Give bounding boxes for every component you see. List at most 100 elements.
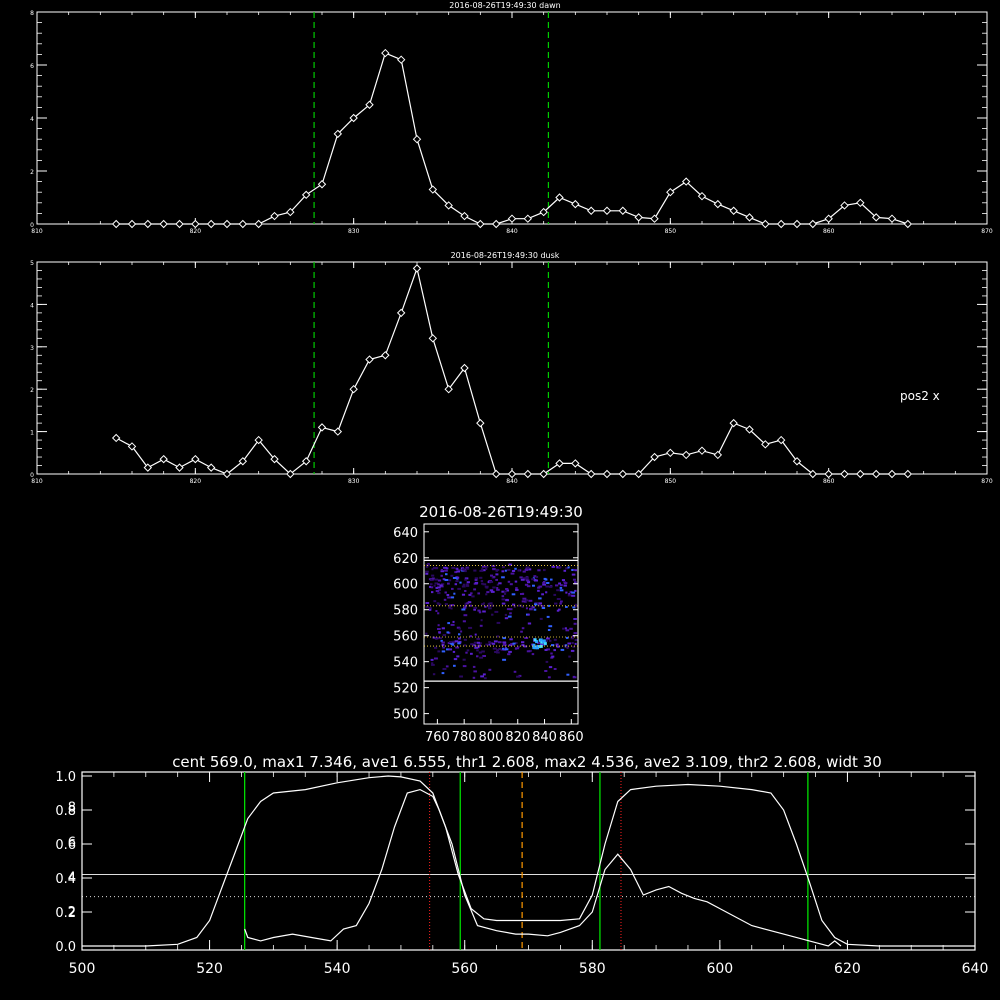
image-hot-pixel xyxy=(539,638,543,642)
dawn-y-tick-label: 0 xyxy=(30,222,34,229)
image-pixel xyxy=(462,620,466,623)
dawn-x-tick-label: 870 xyxy=(981,228,993,235)
image-pixel xyxy=(485,643,489,646)
image-pixel xyxy=(506,589,510,592)
dawn-data-point xyxy=(602,206,612,215)
image-pixel xyxy=(457,569,462,572)
image-pixel xyxy=(477,592,481,595)
image-pixel xyxy=(491,604,494,607)
image-pixel xyxy=(477,644,482,647)
image-y-tick-label: 640 xyxy=(393,526,418,541)
image-pixel xyxy=(556,645,560,648)
profile-frame xyxy=(81,771,976,951)
image-pixel xyxy=(489,602,493,605)
image-pixel xyxy=(496,649,500,652)
image-pixel xyxy=(530,605,533,608)
image-pixel xyxy=(440,639,443,642)
dawn-data-point xyxy=(887,214,897,223)
profile-y-tick-label: 1.0 xyxy=(55,770,76,785)
image-pixel xyxy=(565,629,570,632)
image-pixel xyxy=(470,643,474,646)
image-pixel xyxy=(565,645,570,648)
image-pixel xyxy=(502,658,507,661)
image-pixel xyxy=(521,600,526,603)
dusk-y-tick-label: 4 xyxy=(30,302,34,309)
image-pixel xyxy=(429,607,432,610)
image-pixel xyxy=(452,620,455,623)
dusk-data-point xyxy=(491,469,501,479)
dawn-data-point xyxy=(650,214,659,223)
image-pixel xyxy=(522,570,526,573)
image-pixel xyxy=(463,614,468,617)
image-pixel xyxy=(479,656,484,659)
image-pixel xyxy=(563,569,567,572)
dusk-data-point xyxy=(761,440,770,449)
dusk-data-point xyxy=(381,351,390,360)
image-pixel xyxy=(441,650,446,653)
image-pixel xyxy=(490,590,495,593)
image-pixel xyxy=(548,625,553,628)
image-pixel xyxy=(477,609,481,612)
dusk-data-point xyxy=(571,459,580,468)
image-pixel xyxy=(487,602,491,605)
image-pixel xyxy=(496,583,499,586)
image-pixel xyxy=(444,579,449,581)
image-hot-pixel xyxy=(543,641,547,645)
image-x-tick-label: 800 xyxy=(479,730,504,745)
image-pixel xyxy=(481,582,484,585)
dawn-data-point xyxy=(159,219,168,229)
dawn-data-point xyxy=(317,180,327,189)
dawn-x-tick-label: 860 xyxy=(823,228,835,235)
image-pixel xyxy=(431,662,434,665)
dusk-data-point xyxy=(840,469,849,479)
image-pixel xyxy=(521,627,525,630)
image-pixel xyxy=(571,569,574,571)
dusk-data-point xyxy=(650,452,659,462)
image-pixel xyxy=(501,602,506,605)
dusk-data-point xyxy=(555,459,564,468)
image-x-tick-label: 820 xyxy=(505,730,530,745)
image-pixel xyxy=(533,608,537,611)
image-pixel xyxy=(447,622,451,625)
image-pixel xyxy=(502,641,507,644)
image-x-tick-label: 780 xyxy=(452,730,477,745)
image-pixel xyxy=(553,668,557,670)
image-pixel xyxy=(524,637,529,639)
image-pixel xyxy=(458,627,461,630)
image-pixel xyxy=(517,569,521,572)
image-pixel xyxy=(437,612,440,615)
image-pixel xyxy=(572,606,576,609)
image-pixel xyxy=(567,594,572,597)
image-pixel xyxy=(541,607,546,609)
image-pixel xyxy=(501,598,505,601)
dawn-data-point xyxy=(745,213,754,222)
image-pixel xyxy=(430,658,434,661)
dawn-data-point xyxy=(697,191,707,201)
image-pixel xyxy=(431,591,434,594)
image-pixel xyxy=(563,644,566,647)
image-pixel xyxy=(429,585,432,588)
image-pixel xyxy=(437,586,441,589)
image-pixel xyxy=(482,569,486,572)
image-pixel xyxy=(451,566,455,569)
dusk-data-point xyxy=(523,469,533,479)
image-pixel xyxy=(478,611,482,614)
image-pixel xyxy=(569,591,573,594)
image-pixel xyxy=(559,584,563,587)
image-pixel xyxy=(455,576,459,579)
image-pixel xyxy=(464,577,469,580)
image-pixel xyxy=(479,624,483,627)
dusk-data-point xyxy=(127,442,137,451)
image-pixel xyxy=(498,648,502,650)
image-pixel xyxy=(457,642,461,645)
profile-x-tick-label: 500 xyxy=(69,961,96,977)
dawn-data-point xyxy=(238,219,248,229)
dawn-data-point xyxy=(143,219,153,229)
image-pixel xyxy=(448,579,452,582)
dusk-panel: 2016-08-26T19:49:30 dusk pos2 x 810 820 83… xyxy=(30,251,993,485)
image-pixel xyxy=(436,602,440,605)
image-pixel xyxy=(565,567,569,570)
image-pixel xyxy=(565,606,568,608)
dawn-data-point xyxy=(824,214,833,223)
image-pixel xyxy=(495,578,498,581)
